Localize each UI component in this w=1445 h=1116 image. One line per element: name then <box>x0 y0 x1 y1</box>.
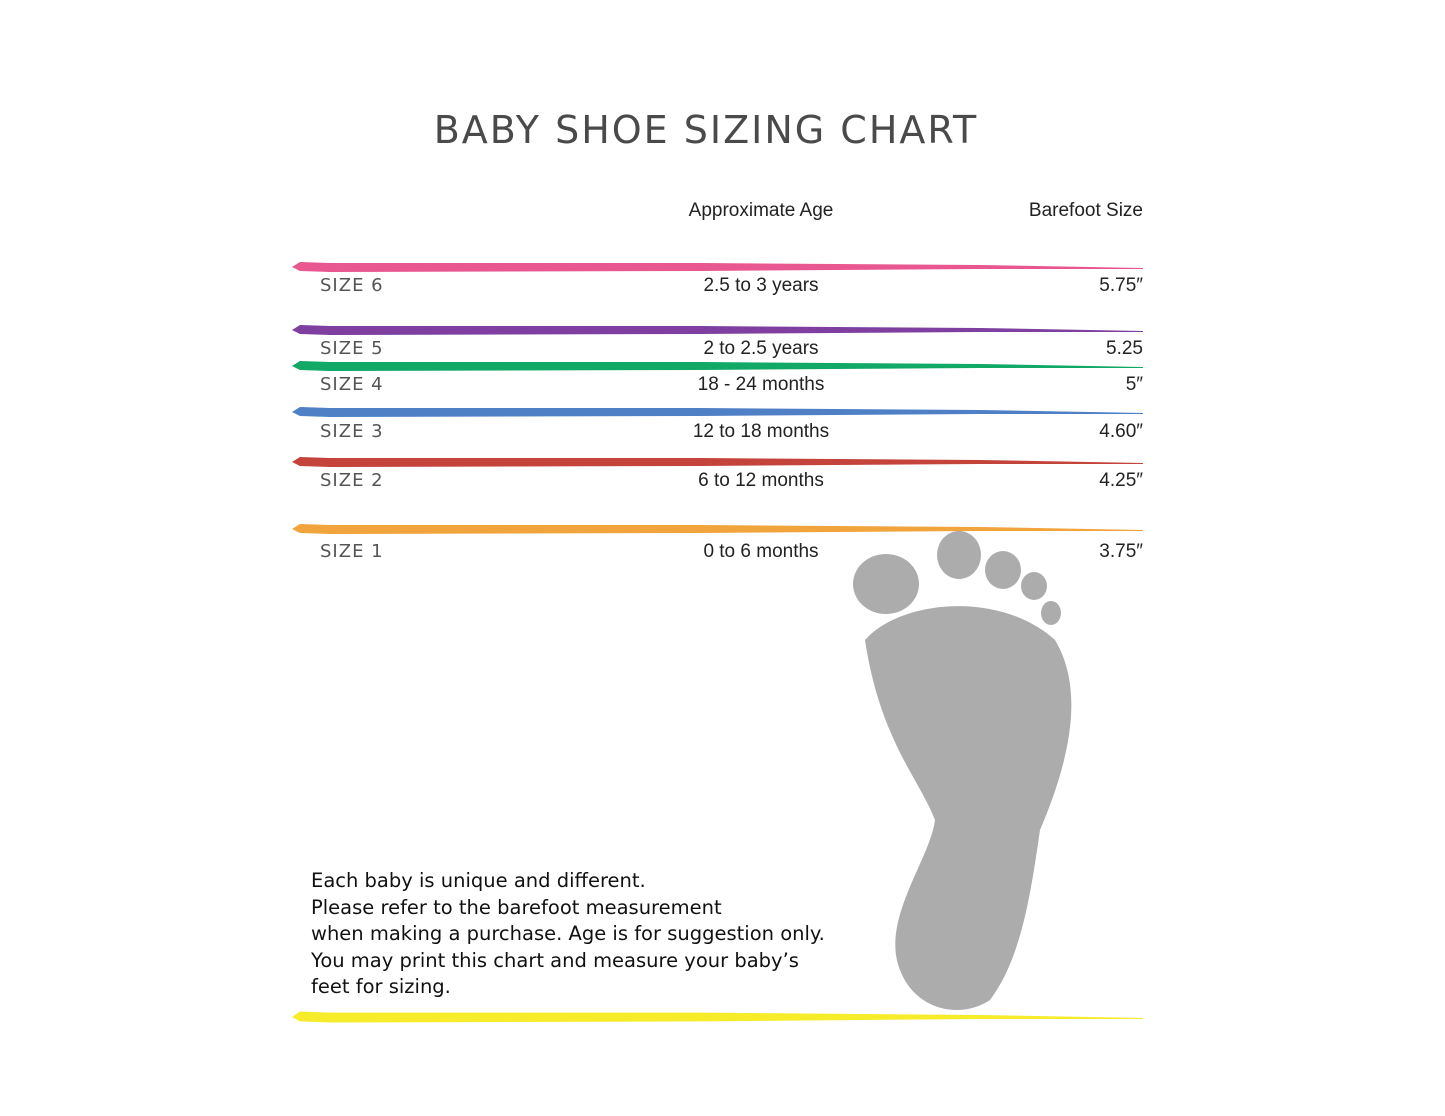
size-label: SIZE 4 <box>320 374 384 395</box>
row-divider-stroke <box>292 407 1143 417</box>
page-title: BABY SHOE SIZING CHART <box>433 108 979 152</box>
size-label: SIZE 2 <box>320 470 384 491</box>
size-label: SIZE 3 <box>320 421 384 442</box>
age-value: 2.5 to 3 years <box>703 275 819 296</box>
row-divider-stroke <box>292 325 1143 335</box>
row-divider-stroke <box>292 361 1143 371</box>
footer-divider-stroke <box>292 1011 1143 1023</box>
barefoot-value: 4.60″ <box>1099 421 1143 442</box>
barefoot-value: 3.75″ <box>1099 541 1143 562</box>
age-value: 18 - 24 months <box>697 374 825 395</box>
sizing-note: Each baby is unique and different. Pleas… <box>311 868 825 1001</box>
note-line: feet for sizing. <box>311 975 451 998</box>
size-row: SIZE 4 18 - 24 months 5″ <box>0 374 1445 398</box>
size-row: SIZE 3 12 to 18 months 4.60″ <box>0 421 1445 445</box>
row-divider-stroke <box>292 262 1143 272</box>
row-divider-stroke <box>292 524 1143 534</box>
size-label: SIZE 5 <box>320 338 384 359</box>
footprint-image <box>853 531 1072 1010</box>
size-row: SIZE 5 2 to 2.5 years 5.25 <box>0 338 1445 362</box>
size-row: SIZE 1 0 to 6 months 3.75″ <box>0 541 1445 565</box>
size-row: SIZE 6 2.5 to 3 years 5.75″ <box>0 275 1445 299</box>
note-line: when making a purchase. Age is for sugge… <box>311 922 825 945</box>
barefoot-value: 4.25″ <box>1099 470 1143 491</box>
header-barefoot-size: Barefoot Size <box>1028 200 1143 221</box>
size-row: SIZE 2 6 to 12 months 4.25″ <box>0 470 1445 494</box>
barefoot-value: 5.25 <box>1106 338 1143 359</box>
row-divider-stroke <box>292 457 1143 467</box>
age-value: 6 to 12 months <box>698 470 824 491</box>
note-line: You may print this chart and measure you… <box>311 948 799 972</box>
age-value: 2 to 2.5 years <box>703 338 819 359</box>
note-line: Each baby is unique and different. <box>311 869 646 892</box>
age-value: 0 to 6 months <box>703 541 819 562</box>
age-value: 12 to 18 months <box>692 421 830 442</box>
barefoot-value: 5″ <box>1125 374 1143 395</box>
header-approximate-age: Approximate Age <box>688 200 834 221</box>
note-line: Please refer to the barefoot measurement <box>311 895 722 919</box>
size-label: SIZE 1 <box>320 541 384 562</box>
barefoot-value: 5.75″ <box>1099 275 1143 296</box>
size-label: SIZE 6 <box>320 275 384 296</box>
